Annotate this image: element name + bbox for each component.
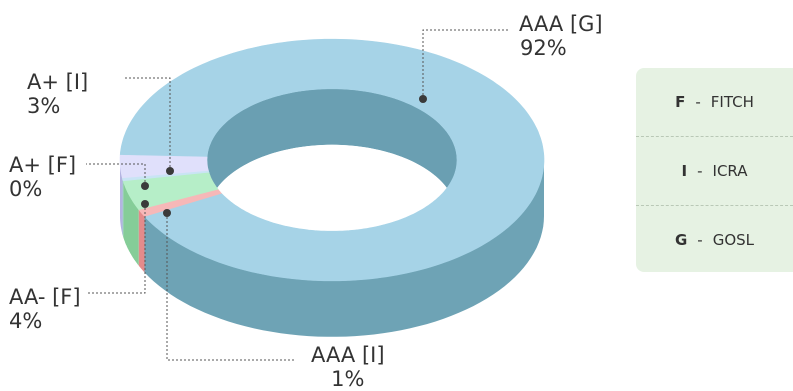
hole-floor <box>207 144 457 232</box>
legend-separator: - <box>697 162 703 180</box>
leader-a-plus-i <box>124 77 171 171</box>
slice-side <box>122 177 124 237</box>
hole-wall <box>207 88 457 216</box>
leader-dot <box>141 200 149 208</box>
slice-label-aaa-g: AAA [G] 92% <box>519 12 603 60</box>
legend-code: F <box>675 93 686 111</box>
legend-separator: - <box>697 231 703 249</box>
leader-aaa-i <box>166 213 296 361</box>
slice-side <box>120 160 123 234</box>
legend-name: FITCH <box>710 93 754 111</box>
legend-item-fitch: F - FITCH <box>636 68 793 136</box>
leader-dot <box>166 167 174 175</box>
slice-label-a-plus-f: A+ [F] 0% <box>9 153 77 201</box>
slice-label-aa-minus-f: AA- [F] 4% <box>9 285 81 333</box>
slice-side <box>144 160 544 337</box>
leader-aaa-g <box>422 29 508 99</box>
slice-label-a-plus-i: A+ [I] 3% <box>27 70 89 118</box>
leader-dot <box>419 95 427 103</box>
leader-dot <box>141 182 149 190</box>
legend-code: G <box>674 231 688 249</box>
legend: F - FITCH I - ICRA G - GOSL <box>636 68 793 272</box>
slice-label-aaa-i: AAA [I] 1% <box>311 343 385 391</box>
legend-item-gosl: G - GOSL <box>636 205 793 274</box>
slice-top <box>119 154 209 179</box>
legend-name: ICRA <box>712 162 748 180</box>
leader-a-plus-f <box>86 163 146 186</box>
legend-separator: - <box>695 93 701 111</box>
legend-item-icra: I - ICRA <box>636 136 793 205</box>
leader-aa-minus-f <box>86 204 146 294</box>
legend-name: GOSL <box>712 231 755 249</box>
leader-dot <box>163 209 171 217</box>
slice-side <box>123 180 139 266</box>
legend-code: I <box>681 162 688 180</box>
slice-side <box>138 209 145 273</box>
